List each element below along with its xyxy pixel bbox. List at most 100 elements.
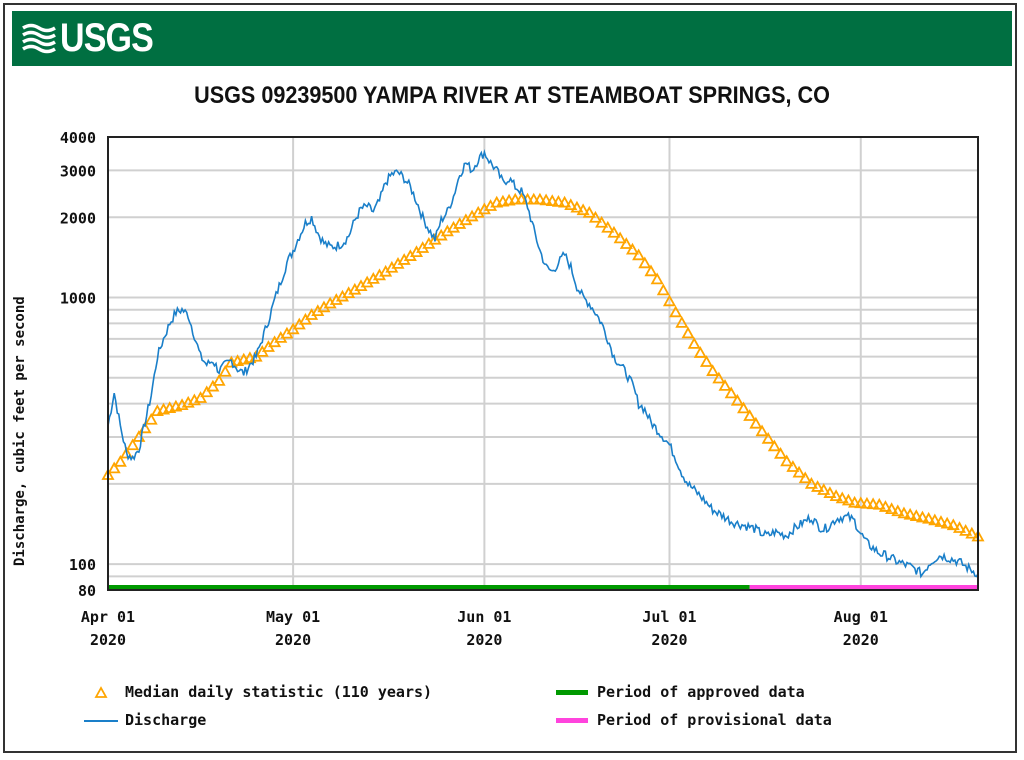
- median-marker: [903, 507, 917, 520]
- median-marker: [206, 379, 220, 392]
- median-marker: [601, 220, 615, 233]
- x-tick-label: Jun 01: [457, 608, 511, 626]
- usgs-logo[interactable]: USGS: [22, 14, 169, 62]
- legend-symbols: [84, 686, 588, 723]
- median-marker: [761, 431, 775, 444]
- median-marker: [743, 409, 757, 421]
- x-tick-label: May 01: [266, 608, 320, 626]
- median-marker: [817, 483, 831, 495]
- median-marker: [607, 225, 621, 238]
- legend-provisional-swatch: [556, 718, 588, 723]
- median-marker: [891, 504, 905, 517]
- x-tick-year: 2020: [90, 631, 126, 649]
- median-marker: [619, 237, 633, 249]
- median-marker: [798, 471, 812, 484]
- median-marker: [823, 486, 837, 498]
- plot-area-border: [107, 136, 979, 591]
- median-marker: [718, 379, 732, 391]
- median-marker: [200, 385, 214, 398]
- median-marker: [551, 194, 565, 207]
- median-marker: [792, 465, 806, 478]
- median-marker: [854, 496, 868, 509]
- median-marker: [860, 496, 874, 509]
- median-marker: [570, 200, 584, 213]
- median-marker: [755, 424, 769, 437]
- x-tick-year: 2020: [466, 631, 502, 649]
- median-marker: [878, 500, 892, 512]
- median-marker: [126, 438, 140, 451]
- median-marker: [644, 264, 658, 277]
- median-marker: [946, 518, 960, 531]
- median-marker: [564, 198, 578, 211]
- discharge-series: [107, 149, 979, 579]
- median-marker: [533, 192, 547, 205]
- median-marker: [194, 391, 208, 403]
- median-marker: [113, 454, 127, 467]
- median-marker: [965, 526, 979, 539]
- y-tick-label: 100: [69, 556, 96, 574]
- y-tick-label: 1000: [60, 290, 96, 308]
- median-marker: [638, 256, 652, 269]
- median-marker: [730, 393, 744, 406]
- x-tick-labels: Apr 01 2020 May 01 2020 Jun 01 2020 Jul 01 2020…: [81, 608, 888, 649]
- median-marker: [829, 489, 843, 501]
- median-marker: [527, 192, 541, 205]
- median-marker: [749, 416, 763, 429]
- period-bar: [108, 585, 750, 590]
- median-marker: [780, 454, 794, 467]
- y-tick-label: 3000: [60, 162, 96, 180]
- median-marker: [107, 461, 121, 474]
- usgs-banner: [12, 11, 1012, 66]
- median-marker: [922, 511, 936, 524]
- median-marker: [724, 386, 738, 399]
- discharge-line: [107, 149, 979, 579]
- legend-approved-swatch: [556, 690, 588, 695]
- median-marker: [632, 248, 646, 261]
- median-marker: [952, 521, 967, 533]
- median-marker: [841, 493, 855, 506]
- median-marker: [119, 446, 134, 459]
- median-marker: [940, 516, 954, 529]
- median-marker: [545, 194, 559, 206]
- median-marker: [558, 195, 572, 208]
- median-marker: [872, 497, 886, 510]
- median-marker: [774, 446, 788, 459]
- median-marker: [835, 491, 849, 504]
- legend-item-discharge: Discharge: [125, 711, 207, 729]
- y-tick-labels: 4000 3000 2000 1000 100 80: [60, 129, 96, 600]
- x-tick-year: 2020: [275, 631, 311, 649]
- median-series: [101, 192, 985, 542]
- median-marker: [699, 355, 714, 367]
- median-marker: [669, 305, 683, 318]
- median-marker: [928, 513, 942, 526]
- legend-item-approved: Period of approved data: [597, 683, 805, 701]
- median-marker: [959, 523, 973, 536]
- median-marker: [508, 192, 522, 205]
- median-marker: [706, 364, 720, 376]
- chart-title: USGS 09239500 YAMPA RIVER AT STEAMBOAT S…: [194, 82, 830, 109]
- data-periods: [108, 585, 978, 590]
- x-tick-label: Aug 01: [834, 608, 888, 626]
- median-marker: [218, 364, 232, 377]
- median-marker: [786, 460, 800, 472]
- median-marker: [866, 497, 880, 510]
- usgs-waves-icon: [22, 21, 56, 55]
- median-marker: [675, 316, 689, 328]
- median-marker: [767, 439, 781, 452]
- y-tick-label: 80: [78, 582, 96, 600]
- median-marker: [737, 401, 751, 414]
- median-marker: [915, 510, 929, 523]
- x-tick-year: 2020: [843, 631, 879, 649]
- median-marker: [656, 283, 670, 296]
- y-tick-label: 4000: [60, 129, 96, 147]
- median-marker: [885, 502, 899, 514]
- median-marker: [909, 509, 923, 521]
- legend-item-median: Median daily statistic (110 years): [125, 683, 433, 701]
- median-marker: [650, 272, 664, 285]
- median-marker: [514, 192, 528, 205]
- x-tick-label: Apr 01: [81, 608, 135, 626]
- median-marker: [662, 294, 677, 307]
- legend-triangle-icon: [94, 686, 108, 698]
- median-marker: [576, 203, 590, 216]
